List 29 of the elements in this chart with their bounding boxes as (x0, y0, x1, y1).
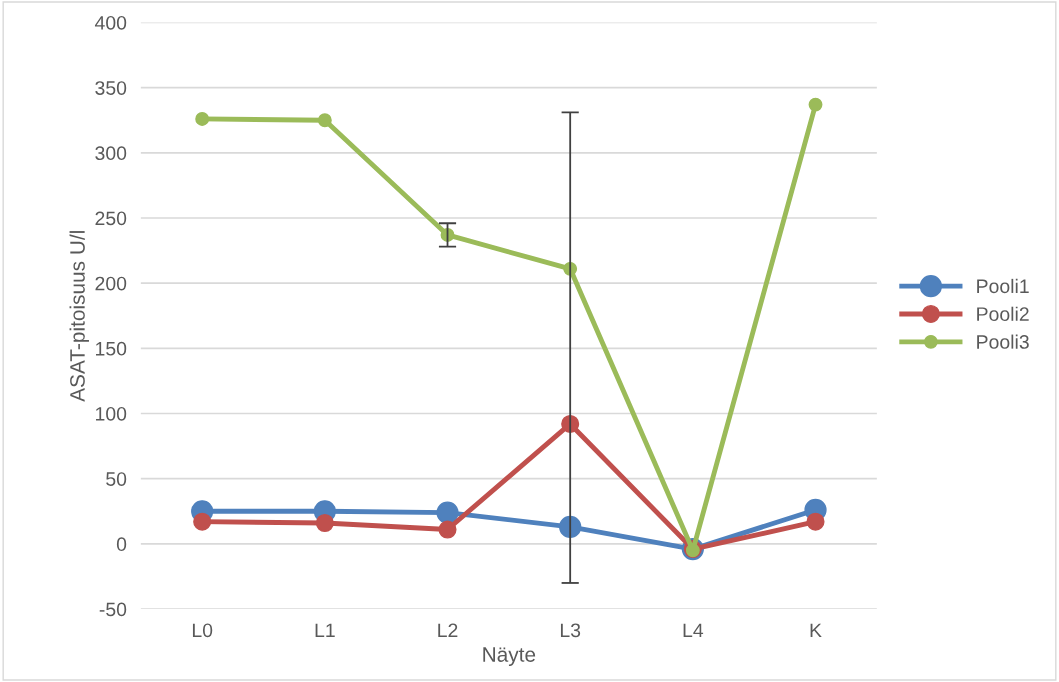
y-tick-label: 200 (95, 276, 127, 291)
x-axis-title: Näyte (483, 647, 536, 667)
x-tick-label: K (810, 623, 822, 638)
x-tick-label: L1 (315, 623, 335, 638)
x-tick-label: L0 (192, 623, 213, 638)
legend-label: Pooli2 (977, 306, 1029, 321)
point (806, 512, 825, 531)
y-tick-label: 50 (106, 472, 127, 486)
point (193, 512, 212, 531)
point (436, 501, 459, 524)
point (438, 520, 457, 539)
legend-label: Pooli3 (977, 334, 1029, 349)
legend-label: Pooli1 (977, 278, 1029, 294)
y-tick-label: 300 (95, 146, 127, 161)
point (317, 113, 332, 128)
y-tick-label: 100 (96, 406, 127, 421)
y-tick-label: 350 (95, 81, 127, 95)
point (315, 513, 334, 533)
x-tick-label: L2 (438, 623, 458, 638)
y-tick-label: -50 (99, 602, 127, 617)
y-tick-label: 250 (95, 211, 127, 226)
y-tick-label: 150 (96, 341, 127, 356)
y-tick-label: 0 (116, 537, 127, 552)
x-tick-label: L4 (683, 623, 704, 638)
y-tick-label: 400 (94, 15, 127, 30)
point (808, 97, 823, 112)
y-axis-title: ASAT-pitoisuus U/l (69, 231, 89, 402)
x-tick-label: L3 (560, 623, 581, 638)
point (195, 112, 210, 126)
